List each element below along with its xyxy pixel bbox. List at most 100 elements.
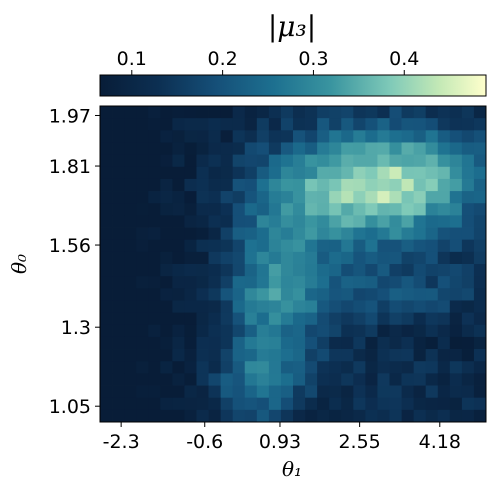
heatmap-cell bbox=[100, 409, 113, 423]
heatmap-cell bbox=[232, 361, 246, 374]
x-tick-label: 2.55 bbox=[338, 431, 380, 453]
heatmap-cell bbox=[461, 106, 475, 119]
heatmap-cell bbox=[256, 361, 270, 374]
heatmap-cell bbox=[256, 227, 270, 241]
heatmap-cell bbox=[244, 300, 258, 314]
heatmap-cell bbox=[425, 336, 439, 350]
heatmap-cell bbox=[353, 324, 366, 338]
heatmap-cell bbox=[268, 215, 282, 228]
heatmap-cell bbox=[353, 336, 366, 350]
heatmap-cell bbox=[389, 227, 402, 241]
heatmap-cell bbox=[256, 142, 270, 156]
heatmap-cell bbox=[160, 178, 173, 192]
heatmap-cell bbox=[293, 118, 306, 131]
heatmap-cell bbox=[425, 312, 439, 326]
heatmap-cell bbox=[449, 300, 463, 314]
heatmap-cell bbox=[329, 397, 342, 411]
heatmap-cell bbox=[196, 251, 209, 265]
heatmap-cell bbox=[413, 130, 427, 143]
heatmap-cell bbox=[256, 288, 270, 301]
heatmap-cell bbox=[136, 300, 149, 314]
heatmap-cell bbox=[220, 409, 234, 423]
heatmap-cell bbox=[124, 276, 137, 289]
heatmap-cell bbox=[196, 397, 209, 411]
heatmap-cell bbox=[280, 203, 294, 216]
heatmap-cell bbox=[473, 191, 487, 204]
heatmap-cell bbox=[329, 118, 342, 131]
heatmap-cell bbox=[353, 397, 366, 411]
x-axis-ticks: -2.3 -0.6 0.93 2.55 4.18 bbox=[103, 422, 461, 453]
heatmap-cell bbox=[136, 106, 149, 119]
heatmap-cell bbox=[280, 154, 294, 168]
heatmap-cell bbox=[377, 191, 390, 204]
heatmap-cell bbox=[184, 349, 197, 362]
heatmap-cell bbox=[112, 288, 125, 301]
heatmap-cell bbox=[461, 361, 475, 374]
heatmap-cell bbox=[317, 361, 330, 374]
heatmap-cell bbox=[341, 397, 354, 411]
heatmap-cell bbox=[124, 142, 137, 156]
heatmap-cell bbox=[256, 397, 270, 411]
heatmap-cell bbox=[449, 373, 463, 386]
heatmap-cell bbox=[305, 178, 318, 192]
heatmap-cell bbox=[256, 349, 270, 362]
heatmap-cell bbox=[136, 397, 149, 411]
heatmap-cell bbox=[425, 324, 439, 338]
heatmap-cell bbox=[244, 178, 258, 192]
heatmap-cell bbox=[124, 251, 137, 265]
heatmap-cell bbox=[341, 203, 354, 216]
heatmap-cell bbox=[232, 288, 246, 301]
heatmap-cell bbox=[437, 166, 451, 180]
heatmap-cell bbox=[256, 118, 270, 131]
heatmap-cell bbox=[172, 178, 185, 192]
heatmap-cell bbox=[244, 227, 258, 241]
heatmap-cell bbox=[413, 288, 427, 301]
heatmap-cell bbox=[136, 349, 149, 362]
heatmap-cell bbox=[449, 215, 463, 228]
heatmap-cell bbox=[136, 178, 149, 192]
heatmap-cell bbox=[220, 191, 234, 204]
heatmap-cell bbox=[317, 203, 330, 216]
heatmap-cell bbox=[160, 300, 173, 314]
heatmap-cell bbox=[172, 215, 185, 228]
heatmap-cell bbox=[208, 118, 222, 131]
heatmap-cell bbox=[124, 118, 137, 131]
heatmap-cell bbox=[461, 264, 475, 277]
heatmap-cell bbox=[365, 385, 378, 399]
heatmap-cell bbox=[208, 227, 222, 241]
heatmap-cell bbox=[244, 349, 258, 362]
heatmap-cell bbox=[160, 130, 173, 143]
heatmap-cell bbox=[353, 373, 366, 386]
heatmap-cell bbox=[401, 336, 415, 350]
heatmap-cell bbox=[473, 215, 487, 228]
heatmap-cell bbox=[184, 142, 197, 156]
heatmap-cell bbox=[317, 397, 330, 411]
heatmap-cell bbox=[329, 312, 342, 326]
heatmap-cell bbox=[172, 276, 185, 289]
heatmap-cell bbox=[100, 178, 113, 192]
heatmap-cell bbox=[100, 349, 113, 362]
heatmap-cell bbox=[208, 336, 222, 350]
heatmap-cell bbox=[305, 373, 318, 386]
heatmap-cell bbox=[112, 227, 125, 241]
heatmap-cell bbox=[232, 385, 246, 399]
heatmap-cell bbox=[244, 154, 258, 168]
heatmap-cell bbox=[293, 288, 306, 301]
heatmap-cell bbox=[317, 130, 330, 143]
heatmap-cell bbox=[305, 312, 318, 326]
y-axis-ticks: 1.05 1.3 1.56 1.81 1.97 bbox=[49, 105, 100, 418]
heatmap-cell bbox=[184, 385, 197, 399]
heatmap-cell bbox=[473, 130, 487, 143]
heatmap-cell bbox=[232, 215, 246, 228]
heatmap-cell bbox=[268, 288, 282, 301]
heatmap-cell bbox=[220, 361, 234, 374]
heatmap-cell bbox=[473, 324, 487, 338]
heatmap-cell bbox=[317, 276, 330, 289]
heatmap-cell bbox=[305, 142, 318, 156]
heatmap-cell bbox=[100, 373, 113, 386]
heatmap-cell bbox=[377, 288, 390, 301]
heatmap-cell bbox=[268, 178, 282, 192]
heatmap-cell bbox=[100, 276, 113, 289]
heatmap-cell bbox=[100, 312, 113, 326]
heatmap-cell bbox=[112, 154, 125, 168]
